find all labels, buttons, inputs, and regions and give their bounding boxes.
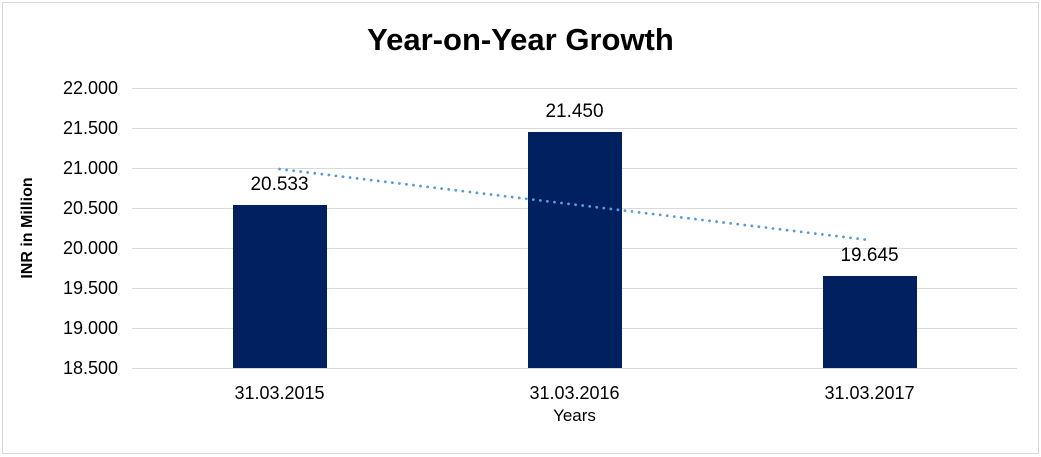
y-tick-label: 18.500 — [62, 358, 118, 378]
y-tick-label: 20.500 — [62, 198, 118, 218]
chart-title: Year-on-Year Growth — [367, 22, 674, 57]
data-label: 20.533 — [250, 174, 309, 196]
y-tick-label: 19.000 — [62, 318, 118, 338]
y-axis-title: INR in Million — [19, 177, 36, 279]
y-tick-label: 21.500 — [62, 118, 118, 138]
bar-31.03.2016 — [527, 132, 622, 368]
y-tick-label: 22.000 — [62, 78, 118, 98]
bar-31.03.2015 — [232, 205, 327, 368]
data-label: 19.645 — [840, 245, 899, 267]
x-axis-title: Years — [553, 406, 596, 425]
y-tick-label: 21.000 — [62, 158, 118, 178]
bar-31.03.2017 — [822, 276, 917, 368]
x-tick-label: 31.03.2016 — [529, 383, 620, 403]
gridline — [132, 88, 1017, 89]
y-tick-label: 20.000 — [62, 238, 118, 258]
data-label: 21.450 — [545, 101, 604, 122]
y-tick-label: 19.500 — [62, 278, 118, 298]
gridline — [132, 128, 1017, 129]
x-tick-label: 31.03.2017 — [824, 383, 915, 403]
x-tick-label: 31.03.2015 — [234, 383, 325, 403]
gridline — [132, 368, 1017, 369]
